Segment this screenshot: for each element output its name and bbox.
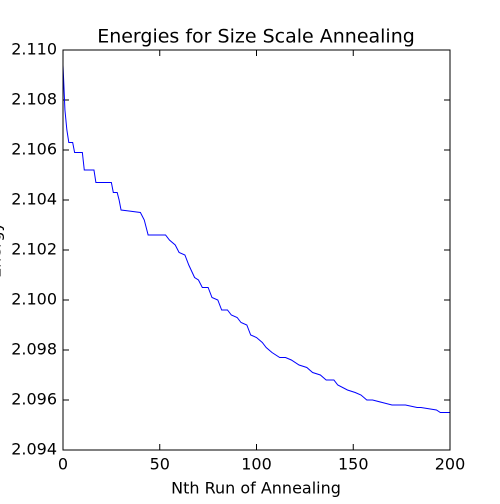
data-line: [62, 64, 450, 413]
x-tick-label: 100: [241, 455, 272, 474]
y-tick-label: 2.110: [11, 40, 57, 59]
chart-title: Energies for Size Scale Annealing: [97, 26, 415, 48]
x-tick-label: 200: [435, 455, 466, 474]
y-tick-label: 2.094: [11, 440, 57, 459]
y-tick-label: 2.104: [11, 190, 57, 209]
y-tick-label: 2.108: [11, 90, 57, 109]
x-tick-label: 50: [150, 455, 170, 474]
y-axis-label: Energy: [0, 222, 5, 278]
plot-frame: [62, 49, 451, 451]
x-axis-label: Nth Run of Annealing: [171, 479, 341, 498]
y-tick-label: 2.106: [11, 140, 57, 159]
y-tick-label: 2.098: [11, 340, 57, 359]
x-tick-label: 0: [58, 455, 68, 474]
x-tick-label: 150: [338, 455, 369, 474]
y-tick-label: 2.096: [11, 390, 57, 409]
y-tick-label: 2.100: [11, 290, 57, 309]
y-tick-label: 2.102: [11, 240, 57, 259]
